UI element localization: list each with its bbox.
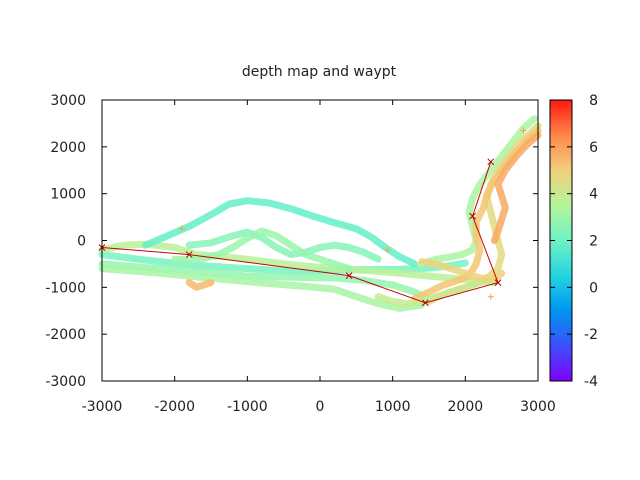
x-tick-label: -3000: [82, 399, 123, 415]
waypoint-marker: [345, 272, 353, 279]
depth-track: [185, 228, 382, 263]
axes-layer: -3000 -2000 -1000 0 1000 2000 3000 -3000 -2000 -1…: [45, 93, 556, 415]
depth-track: [142, 197, 418, 268]
colorbar-tick-label: 0: [589, 280, 598, 296]
x-tick-label: 3000: [520, 399, 556, 415]
depth-track: [374, 276, 498, 308]
waypoint-marker: [494, 279, 502, 287]
x-tick-label: 0: [316, 399, 325, 415]
plus-marker: [384, 246, 391, 253]
x-tick-label: 2000: [448, 399, 484, 415]
depth-track: [185, 279, 215, 291]
y-tick-label: -2000: [45, 327, 86, 343]
depth-track: [98, 251, 469, 275]
data-layer: [98, 115, 542, 312]
waypoint-marker: [185, 251, 193, 258]
y-tick-label: 3000: [50, 93, 86, 109]
y-tick-label: 0: [77, 234, 86, 250]
x-tick-label: 1000: [375, 399, 411, 415]
y-tick-label: 2000: [50, 140, 86, 156]
x-tick-label: -2000: [154, 399, 195, 415]
plus-marker: [178, 225, 185, 232]
waypoint-marker: [469, 212, 476, 220]
colorbar-tick-label: 6: [589, 140, 598, 156]
y-tick-label: 1000: [50, 187, 86, 203]
depth-track: [418, 115, 538, 268]
colorbar-tick-label: 8: [589, 93, 598, 109]
waypoint-marker: [422, 299, 429, 307]
y-tick-label: -1000: [45, 280, 86, 296]
plus-marker: [520, 127, 527, 134]
depth-track: [171, 227, 353, 273]
waypoint-path: [101, 161, 499, 304]
chart-title: depth map and waypt: [242, 64, 397, 80]
depth-track: [98, 240, 498, 287]
colorbar-tick-label: -4: [584, 374, 598, 390]
waypoint-marker: [487, 158, 495, 166]
depth-track: [490, 131, 542, 244]
depth-track: [98, 260, 433, 303]
y-tick-label: -3000: [45, 374, 86, 390]
colorbar-tick-label: 4: [589, 187, 598, 203]
colorbar-ticks: -4 -2 0 2 4 6 8: [550, 93, 598, 390]
depth-track: [418, 258, 506, 283]
plus-marker: [487, 293, 494, 300]
x-tick-label: -1000: [227, 399, 268, 415]
colorbar-tick-label: 2: [589, 234, 598, 250]
colorbar-tick-label: -2: [584, 327, 598, 343]
depth-track: [98, 265, 426, 312]
